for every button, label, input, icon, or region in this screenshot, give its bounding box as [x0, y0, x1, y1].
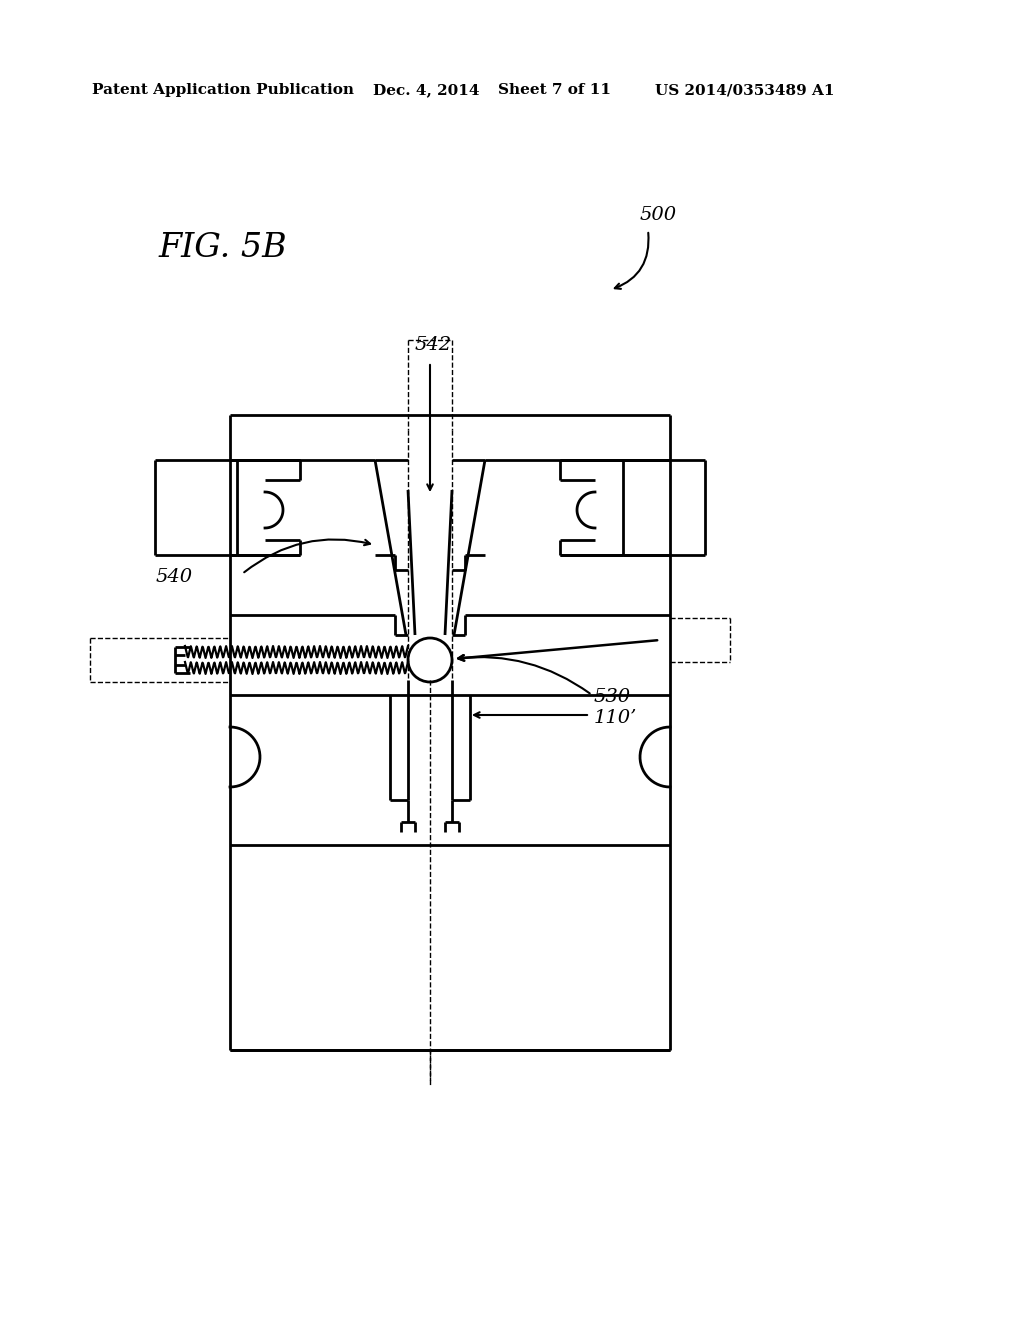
Text: Patent Application Publication: Patent Application Publication	[92, 83, 354, 96]
Text: 542: 542	[415, 337, 453, 354]
Text: 500: 500	[640, 206, 677, 224]
Text: 110’: 110’	[594, 709, 637, 727]
Text: 530: 530	[594, 688, 631, 706]
Text: 540: 540	[156, 568, 193, 586]
Text: Dec. 4, 2014: Dec. 4, 2014	[373, 83, 479, 96]
Text: Sheet 7 of 11: Sheet 7 of 11	[498, 83, 611, 96]
Text: FIG. 5B: FIG. 5B	[158, 232, 287, 264]
Text: US 2014/0353489 A1: US 2014/0353489 A1	[655, 83, 835, 96]
